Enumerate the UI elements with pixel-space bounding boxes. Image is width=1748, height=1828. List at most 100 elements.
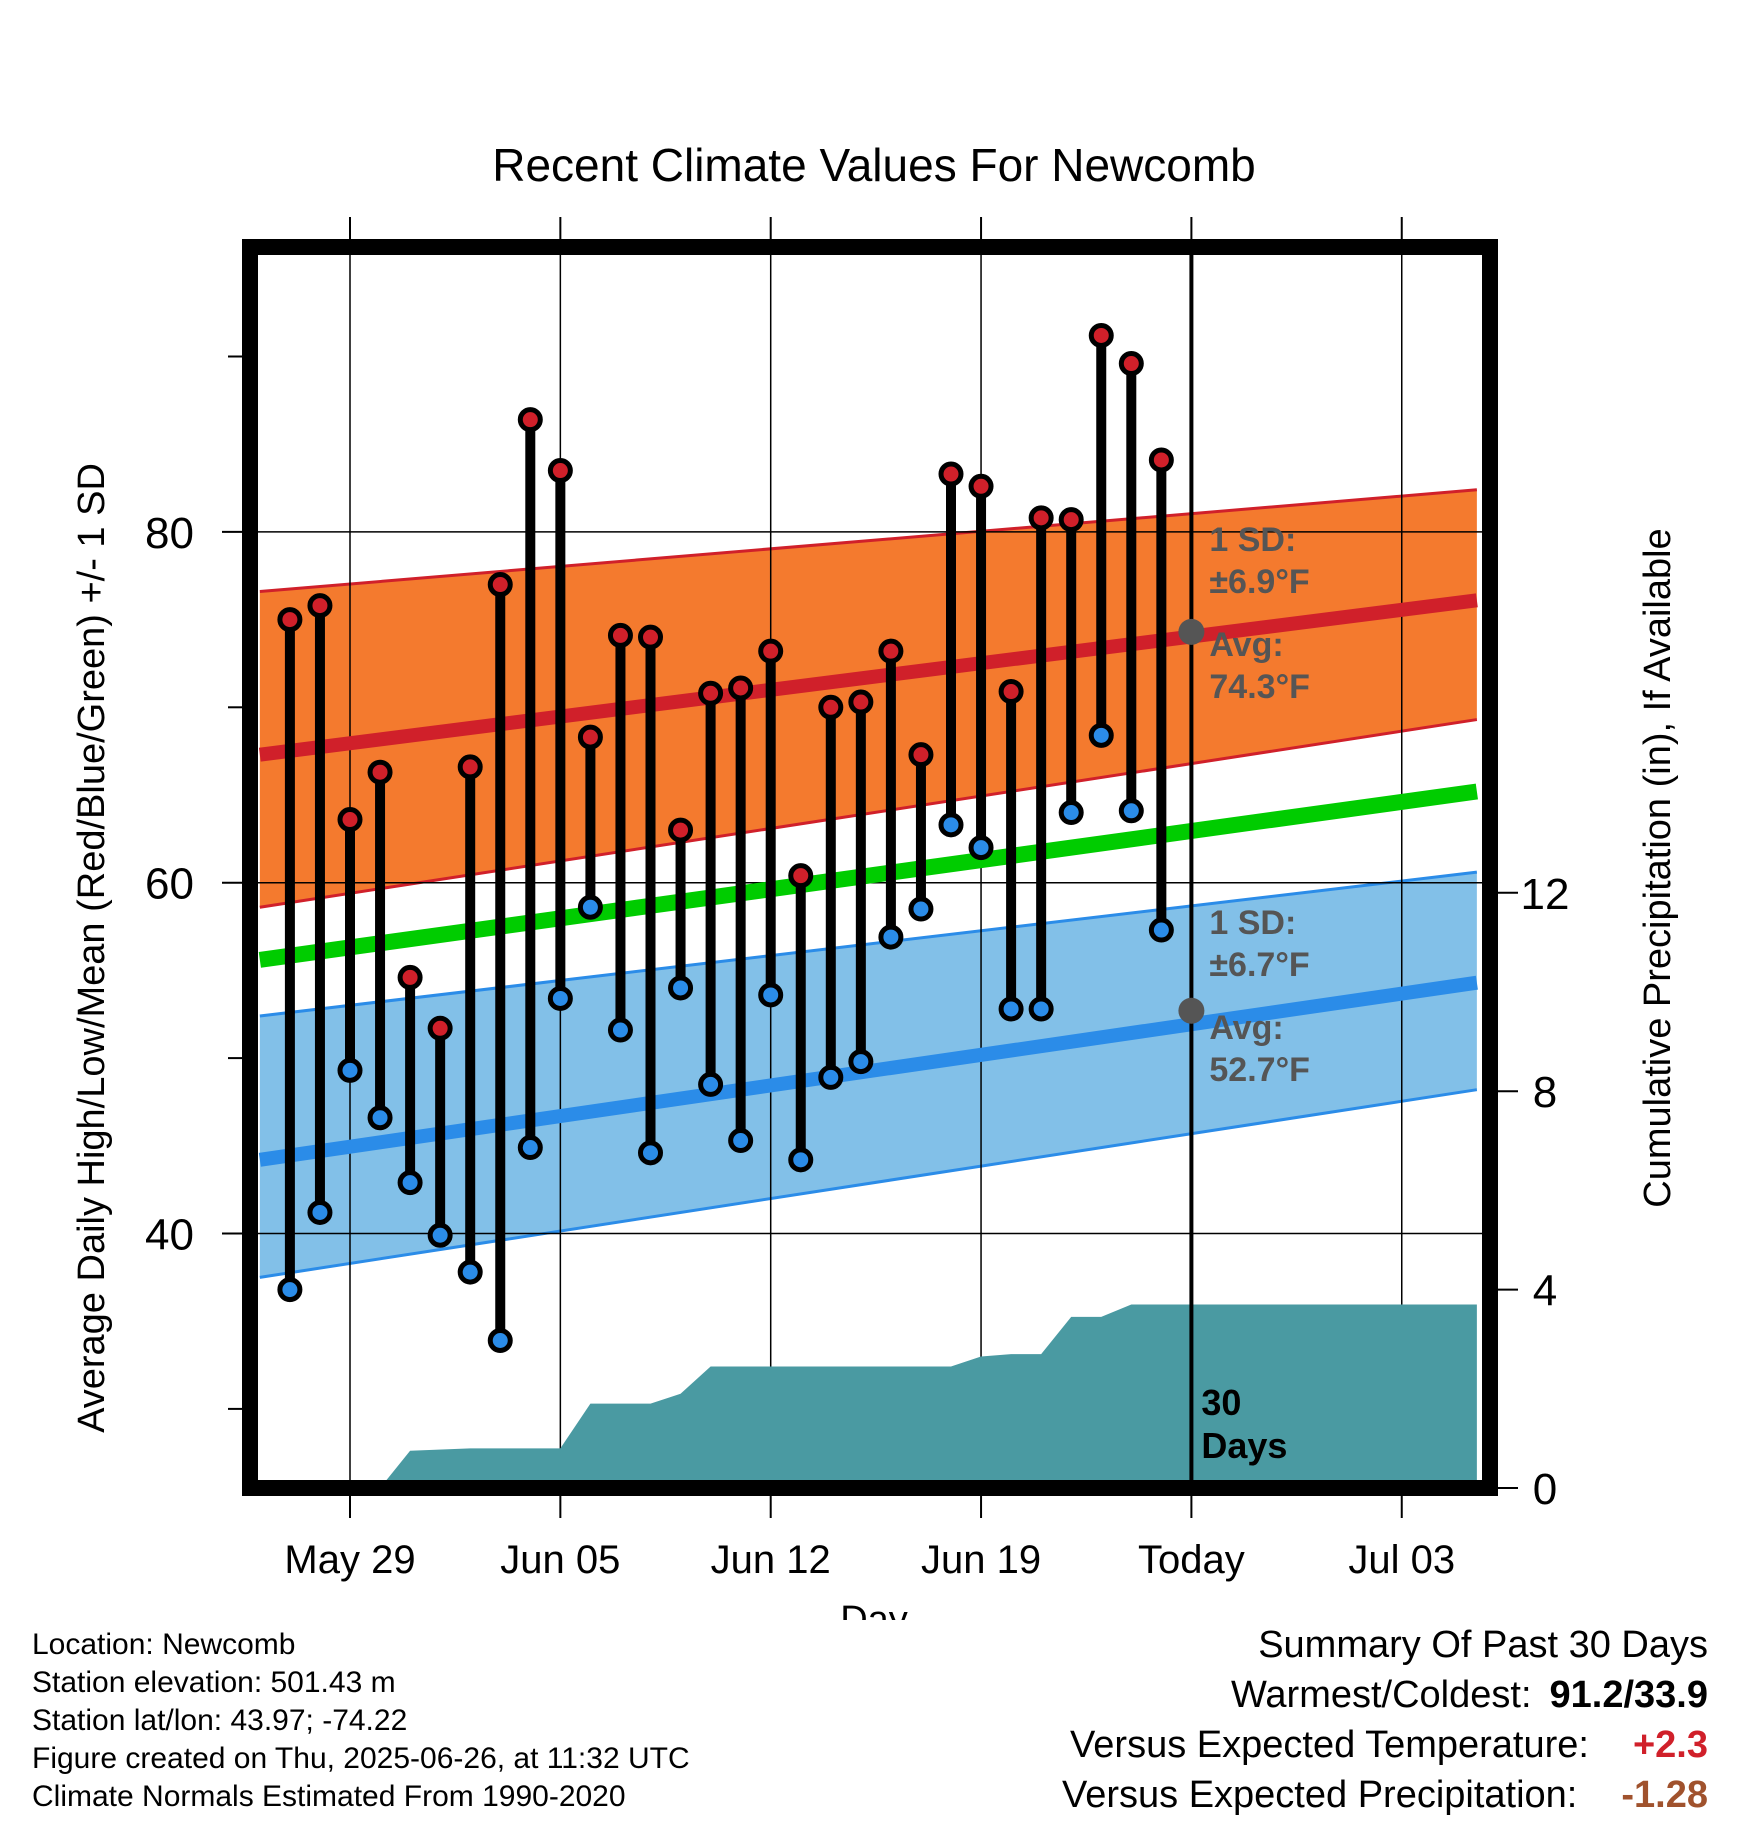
- low-sd-value: ±6.7°F: [1209, 946, 1309, 984]
- today-avg-low-marker: [1178, 997, 1205, 1024]
- high-point: [1148, 447, 1174, 473]
- high-point: [1028, 505, 1054, 531]
- low-point: [1118, 798, 1144, 824]
- precip-anomaly-label: Versus Expected Precipitation:: [1061, 1774, 1578, 1816]
- x-axis-label: Day: [840, 1599, 908, 1620]
- low-point: [277, 1277, 303, 1303]
- x-tick-label: Jul 03: [1348, 1538, 1455, 1582]
- y-axis-label: Average Daily High/Low/Mean (Red/Blue/Gr…: [71, 463, 113, 1433]
- high-point: [517, 407, 543, 433]
- high-point: [638, 624, 663, 650]
- low-point: [938, 812, 964, 838]
- warmest-coldest-row: Warmest/Coldest: 91.2/33.9: [1062, 1670, 1708, 1720]
- plot-frame: [242, 239, 1498, 1496]
- temp-anomaly-label: Versus Expected Temperature:: [1070, 1724, 1589, 1766]
- today-window-unit: Days: [1201, 1425, 1287, 1466]
- precip-anomaly-row: Versus Expected Precipitation: -1.28: [1062, 1770, 1708, 1820]
- low-sd-band-lower-edge: [259, 1088, 1478, 1279]
- low-point: [607, 1017, 633, 1043]
- low-point: [457, 1259, 483, 1285]
- low-point: [487, 1327, 513, 1353]
- high-point: [908, 742, 934, 768]
- summary-panel: Summary Of Past 30 Days Warmest/Coldest:…: [1062, 1620, 1708, 1820]
- high-point: [457, 754, 483, 780]
- low-point: [307, 1199, 333, 1225]
- high-point: [878, 638, 904, 664]
- low-point: [1148, 917, 1174, 943]
- precip-anomaly-value: -1.28: [1621, 1774, 1708, 1816]
- low-point: [998, 996, 1024, 1022]
- normals-text: Climate Normals Estimated From 1990-2020: [32, 1780, 626, 1813]
- high-point: [938, 461, 964, 487]
- high-point: [968, 473, 994, 499]
- high-point: [397, 964, 423, 990]
- y2-tick-label: 12: [1521, 870, 1570, 919]
- high-point: [307, 593, 333, 619]
- temp-anomaly-value: +2.3: [1632, 1724, 1708, 1766]
- high-point: [1118, 351, 1144, 377]
- location-text: Location: Newcomb: [32, 1628, 296, 1661]
- today-avg-high-marker: [1178, 618, 1205, 645]
- y-tick-label: 80: [145, 509, 194, 558]
- low-point: [1058, 800, 1084, 826]
- low-point: [1088, 722, 1114, 748]
- low-point: [758, 982, 784, 1008]
- high-point: [487, 572, 513, 598]
- high-point: [337, 807, 363, 833]
- plot-layer: 1 SD: ±6.9°F Avg: 74.3°F 1 SD: ±6.7°F Avg: 52.7…: [145, 217, 1569, 1582]
- low-point: [337, 1057, 363, 1083]
- low-point: [638, 1140, 663, 1166]
- y2-tick-label: 8: [1533, 1068, 1557, 1117]
- chart-title: Recent Climate Values For Newcomb: [492, 139, 1256, 191]
- x-tick-label: May 29: [284, 1538, 415, 1582]
- elevation-text: Station elevation: 501.43 m: [32, 1666, 396, 1699]
- climate-chart: Recent Climate Values For Newcomb Day Av…: [71, 139, 1679, 1620]
- low-point: [397, 1170, 423, 1196]
- low-point: [818, 1064, 844, 1090]
- today-window-number: 30: [1201, 1382, 1241, 1423]
- low-point: [367, 1105, 393, 1131]
- low-point: [547, 985, 573, 1011]
- station-info: Location: Newcomb Station elevation: 501…: [32, 1626, 690, 1816]
- high-sd-label: 1 SD:: [1209, 521, 1296, 559]
- low-avg-label: Avg:: [1209, 1009, 1283, 1047]
- high-point: [788, 863, 814, 889]
- low-point: [698, 1071, 724, 1097]
- normal-mean-line: [258, 783, 1478, 968]
- high-point: [577, 724, 603, 750]
- high-point: [427, 1015, 453, 1041]
- high-point: [758, 638, 784, 664]
- precipitation-area: [259, 1304, 1477, 1488]
- low-point: [517, 1135, 543, 1161]
- y-tick-label: 40: [145, 1211, 194, 1260]
- x-tick-label: Jun 19: [921, 1538, 1041, 1582]
- low-sd-band-upper-edge: [259, 870, 1478, 1018]
- high-point: [728, 675, 754, 701]
- y2-tick-label: 4: [1533, 1267, 1557, 1316]
- plot-content: 1 SD: ±6.9°F Avg: 74.3°F 1 SD: ±6.7°F Avg: 52.7…: [250, 247, 1490, 1488]
- high-sd-band-lower-edge: [259, 718, 1478, 909]
- x-tick-label: Jun 12: [711, 1538, 831, 1582]
- high-point: [998, 679, 1024, 705]
- high-sd-band-upper-edge: [259, 488, 1477, 594]
- high-point: [367, 759, 393, 785]
- high-point: [668, 817, 694, 843]
- y2-tick-label: 0: [1533, 1465, 1557, 1514]
- warmest-coldest-value: 91.2/33.9: [1549, 1674, 1708, 1716]
- created-text: Figure created on Thu, 2025-06-26, at 11…: [32, 1742, 690, 1775]
- low-point: [848, 1049, 874, 1075]
- low-point: [1028, 996, 1054, 1022]
- summary-title: Summary Of Past 30 Days: [1258, 1624, 1708, 1666]
- high-point: [547, 458, 573, 484]
- high-sd-value: ±6.9°F: [1209, 563, 1309, 601]
- low-point: [878, 924, 904, 950]
- latlon-text: Station lat/lon: 43.97; -74.22: [32, 1704, 408, 1737]
- high-avg-label: Avg:: [1209, 626, 1283, 664]
- high-point: [848, 689, 874, 715]
- low-point: [968, 835, 994, 861]
- low-point: [788, 1147, 814, 1173]
- y-tick-label: 60: [145, 860, 194, 909]
- x-tick-label: Today: [1138, 1538, 1245, 1582]
- x-tick-label: Jun 05: [500, 1538, 620, 1582]
- low-sd-label: 1 SD:: [1209, 904, 1296, 942]
